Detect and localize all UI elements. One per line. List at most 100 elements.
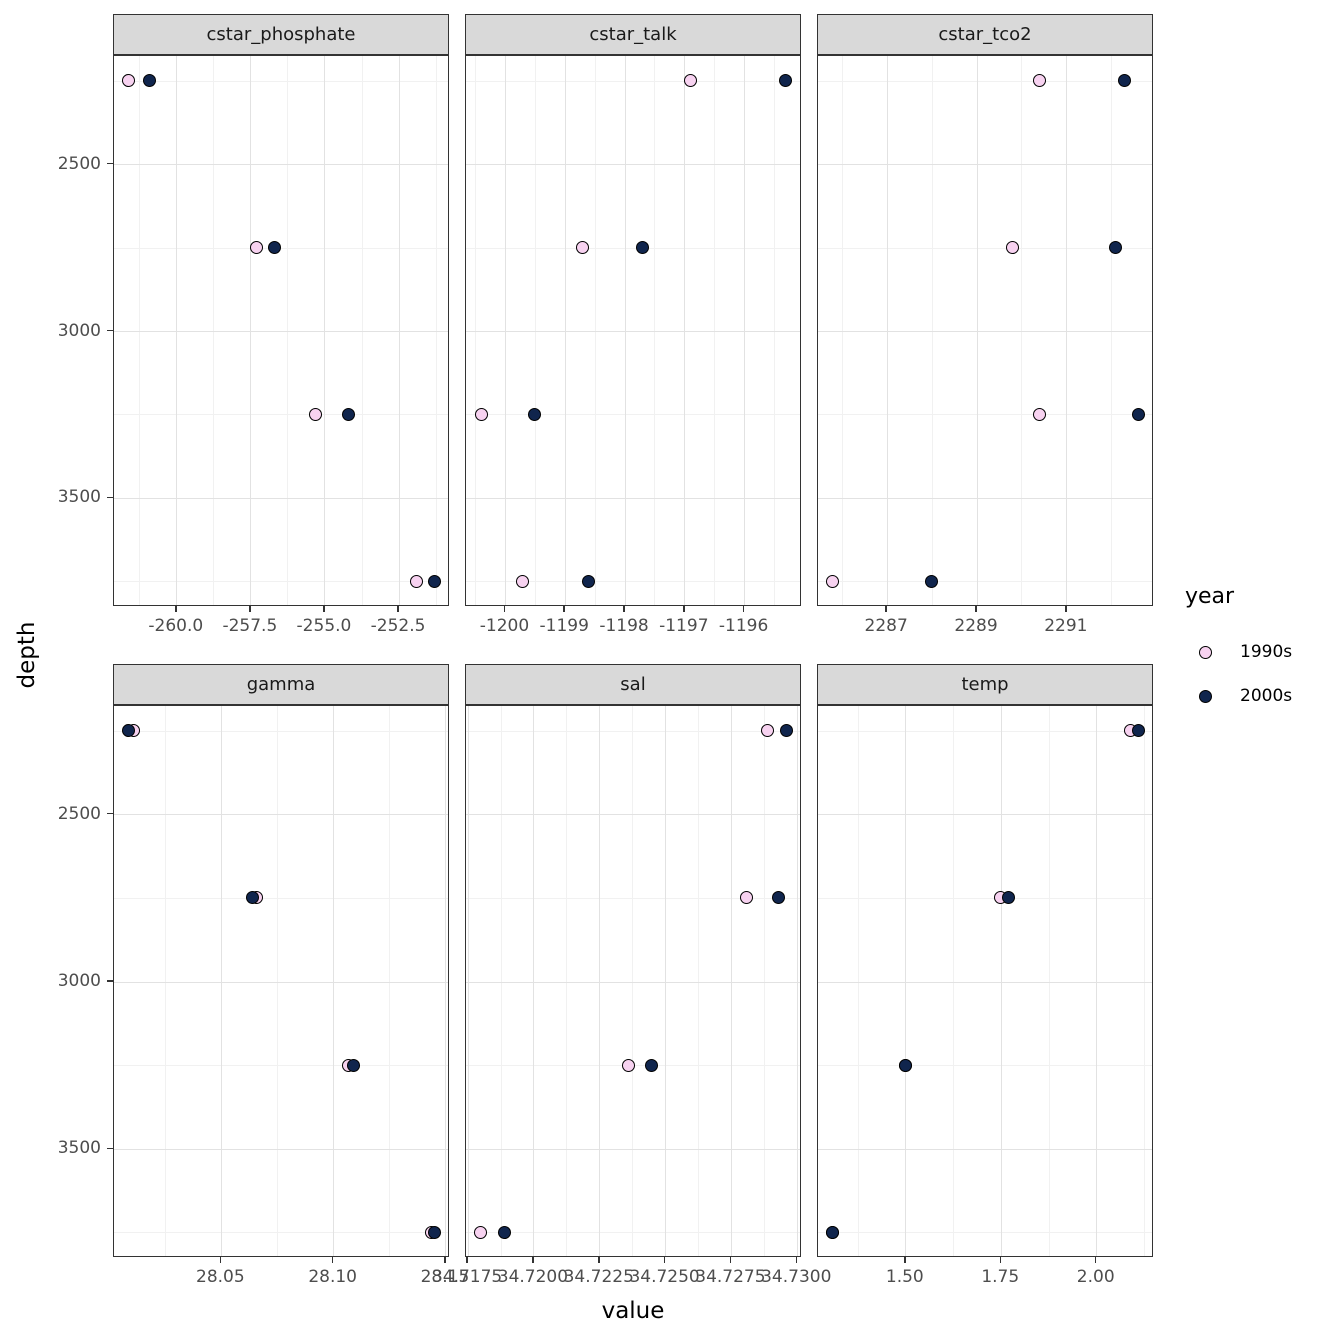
- data-point-2000s: [635, 241, 649, 254]
- gridline-major-v: [624, 56, 626, 605]
- data-point-1990s: [1032, 74, 1046, 88]
- y-tick-label: 2500: [57, 803, 101, 824]
- gridline-major-h: [818, 981, 1152, 983]
- data-point-2000s: [427, 1225, 441, 1239]
- gridline-minor-h: [114, 897, 448, 899]
- gridline-minor-h: [818, 897, 1152, 899]
- x-tick-label: 2.00: [1076, 1267, 1115, 1287]
- gridline-minor-v: [594, 56, 596, 605]
- x-tick-mark: [331, 1257, 334, 1263]
- gridline-minor-v: [1021, 56, 1023, 605]
- gridline-major-v: [976, 56, 978, 605]
- data-point-1990s: [516, 574, 530, 588]
- y-axis-title: depth: [14, 621, 40, 689]
- x-tick-mark: [729, 1257, 732, 1263]
- gridline-minor-v: [654, 56, 656, 605]
- gridline-minor-v: [698, 706, 699, 1256]
- x-tick-label: 34.7250: [629, 1267, 700, 1287]
- gridline-minor-v: [213, 56, 215, 605]
- gridline-minor-v: [953, 706, 955, 1256]
- x-tick-mark: [249, 606, 251, 612]
- gridline-minor-v: [632, 706, 634, 1256]
- data-point-2000s: [925, 574, 939, 588]
- facet-strip: temp: [817, 664, 1153, 705]
- data-point-2000s: [341, 407, 355, 421]
- x-tick-label: 1.75: [981, 1267, 1020, 1287]
- data-point-2000s: [427, 574, 441, 588]
- facet-strip-label: temp: [961, 674, 1009, 695]
- x-tick-label: -1198: [599, 616, 649, 636]
- gridline-major-h: [466, 497, 800, 499]
- gridline-major-v: [905, 706, 907, 1256]
- gridline-minor-h: [466, 247, 800, 249]
- x-tick-label: -260.0: [148, 616, 204, 636]
- gridline-major-v: [333, 706, 335, 1256]
- x-axis-title: value: [601, 1298, 665, 1324]
- gridline-major-v: [599, 706, 601, 1256]
- x-tick-mark: [323, 606, 325, 612]
- x-tick-mark: [663, 1257, 666, 1263]
- x-tick-label: 2289: [954, 616, 998, 636]
- gridline-minor-v: [1143, 706, 1145, 1256]
- gridline-major-v: [684, 56, 686, 605]
- data-point-1990s: [409, 574, 423, 588]
- data-point-2000s: [122, 724, 136, 738]
- gridline-minor-h: [114, 1232, 448, 1234]
- gridline-major-h: [466, 981, 800, 983]
- gridline-major-v: [533, 706, 535, 1256]
- data-point-1990s: [826, 574, 840, 588]
- gridline-minor-v: [857, 706, 859, 1256]
- data-point-2000s: [143, 74, 157, 88]
- x-tick-label: 2291: [1044, 616, 1088, 636]
- gridline-major-h: [818, 331, 1152, 332]
- x-tick-label: 1.50: [885, 1267, 924, 1287]
- gridline-minor-v: [475, 56, 477, 605]
- x-tick-label: -257.5: [222, 616, 278, 636]
- gridline-minor-v: [500, 706, 502, 1256]
- gridline-minor-h: [114, 1065, 448, 1067]
- gridline-minor-v: [841, 56, 843, 605]
- gridline-major-h: [114, 331, 448, 332]
- data-point-2000s: [1118, 74, 1132, 88]
- gridline-minor-h: [114, 730, 448, 732]
- gridline-major-h: [818, 1148, 1152, 1150]
- facet-strip: cstar_phosphate: [113, 14, 449, 55]
- x-tick-mark: [563, 606, 565, 612]
- gridline-minor-h: [114, 247, 448, 249]
- x-tick-label: 34.7200: [497, 1267, 569, 1287]
- x-tick-mark: [444, 1257, 446, 1263]
- gridline-minor-h: [818, 247, 1152, 249]
- data-point-2000s: [779, 74, 793, 88]
- data-point-2000s: [245, 891, 259, 905]
- gridline-minor-v: [1048, 706, 1050, 1256]
- x-tick-label: 28.10: [308, 1267, 357, 1287]
- gridline-minor-h: [818, 1065, 1152, 1067]
- gridline-major-h: [114, 814, 448, 816]
- facet-strip: sal: [465, 664, 801, 705]
- gridline-minor-h: [466, 581, 800, 583]
- gridline-major-v: [744, 56, 746, 605]
- x-tick-mark: [532, 1257, 534, 1263]
- y-tick-label: 3500: [57, 1138, 101, 1159]
- x-tick-label: -1200: [479, 616, 530, 636]
- gridline-major-v: [564, 56, 566, 605]
- gridline-major-v: [1066, 56, 1068, 605]
- gridline-minor-v: [763, 706, 765, 1256]
- gridline-major-v: [467, 706, 469, 1256]
- y-tick-mark: [107, 162, 113, 165]
- data-point-2000s: [898, 1058, 912, 1072]
- gridline-major-h: [466, 1148, 800, 1150]
- facet-strip: cstar_tco2: [817, 14, 1153, 55]
- gridline-minor-v: [389, 706, 391, 1256]
- gridline-major-v: [445, 706, 447, 1256]
- x-tick-mark: [503, 606, 506, 612]
- x-tick-label: 28.05: [196, 1267, 245, 1287]
- x-tick-label: -252.5: [370, 616, 426, 636]
- gridline-major-v: [176, 56, 178, 605]
- gridline-major-v: [796, 706, 798, 1256]
- facet-strip: gamma: [113, 664, 449, 705]
- y-tick-label: 2500: [57, 153, 101, 174]
- x-tick-mark: [795, 1257, 797, 1263]
- y-tick-mark: [107, 812, 113, 815]
- data-point-2000s: [779, 724, 793, 738]
